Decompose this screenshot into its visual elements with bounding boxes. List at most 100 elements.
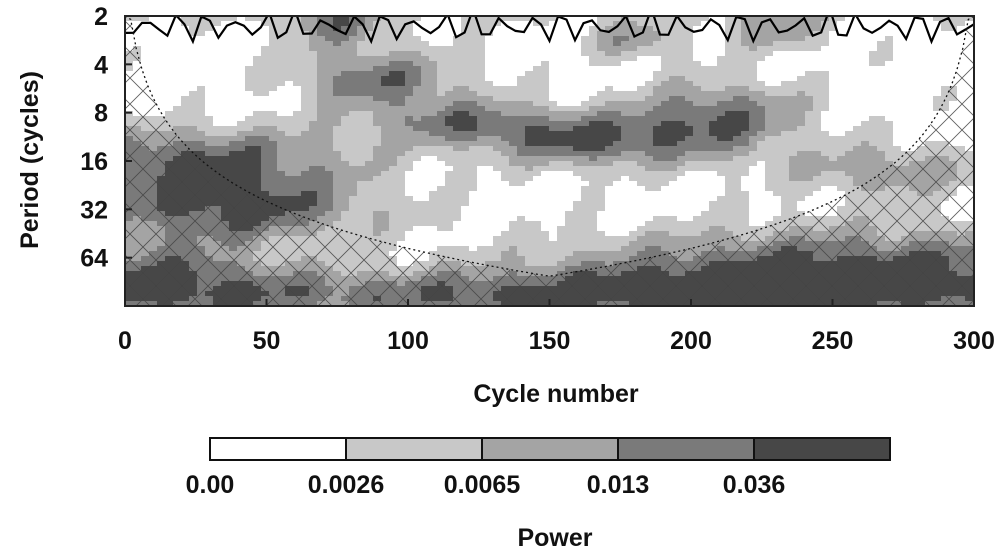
heatmap-cell — [413, 81, 422, 87]
heatmap-cell — [645, 26, 654, 32]
heatmap-cell — [909, 26, 918, 32]
heatmap-cell — [173, 16, 182, 22]
heatmap-cell — [797, 106, 806, 112]
heatmap-cell — [733, 156, 742, 162]
heatmap-cell — [317, 126, 326, 132]
heatmap-cell — [213, 81, 222, 87]
heatmap-cell — [869, 96, 878, 102]
heatmap-cell — [213, 106, 222, 112]
heatmap-cell — [597, 46, 606, 52]
heatmap-cell — [181, 121, 190, 127]
heatmap-cell — [509, 76, 518, 82]
heatmap-cell — [293, 211, 302, 217]
heatmap-cell — [405, 136, 414, 142]
heatmap-cell — [405, 91, 414, 97]
heatmap-cell — [509, 71, 518, 77]
heatmap-cell — [629, 66, 638, 72]
heatmap-cell — [317, 71, 326, 77]
heatmap-cell — [381, 226, 390, 232]
heatmap-cell — [253, 16, 262, 22]
heatmap-cell — [701, 36, 710, 42]
heatmap-cell — [573, 46, 582, 52]
heatmap-cell — [429, 241, 438, 247]
heatmap-cell — [477, 61, 486, 67]
heatmap-cell — [941, 66, 950, 72]
heatmap-cell — [437, 81, 446, 87]
heatmap-cell — [829, 131, 838, 137]
heatmap-cell — [453, 141, 462, 147]
heatmap-cell — [957, 21, 966, 27]
heatmap-cell — [773, 131, 782, 137]
heatmap-cell — [373, 26, 382, 32]
heatmap-cell — [509, 101, 518, 107]
heatmap-cell — [701, 131, 710, 137]
heatmap-cell — [421, 166, 430, 172]
heatmap-cell — [813, 61, 822, 67]
heatmap-cell — [725, 176, 734, 182]
heatmap-cell — [621, 206, 630, 212]
heatmap-cell — [589, 211, 598, 217]
heatmap-cell — [557, 61, 566, 67]
heatmap-cell — [373, 101, 382, 107]
heatmap-cell — [885, 151, 894, 157]
heatmap-cell — [309, 151, 318, 157]
heatmap-cell — [749, 156, 758, 162]
heatmap-cell — [693, 106, 702, 112]
heatmap-cell — [565, 216, 574, 222]
heatmap-cell — [541, 226, 550, 232]
heatmap-cell — [741, 31, 750, 37]
heatmap-cell — [565, 106, 574, 112]
heatmap-cell — [669, 96, 678, 102]
heatmap-cell — [605, 21, 614, 27]
heatmap-cell — [853, 76, 862, 82]
heatmap-cell — [173, 31, 182, 37]
heatmap-cell — [701, 106, 710, 112]
heatmap-cell — [717, 71, 726, 77]
heatmap-cell — [589, 136, 598, 142]
heatmap-cell — [933, 21, 942, 27]
heatmap-cell — [453, 116, 462, 122]
heatmap-cell — [797, 151, 806, 157]
heatmap-cell — [397, 106, 406, 112]
heatmap-cell — [629, 166, 638, 172]
heatmap-cell — [773, 66, 782, 72]
heatmap-cell — [213, 146, 222, 152]
heatmap-cell — [605, 26, 614, 32]
heatmap-cell — [429, 51, 438, 57]
heatmap-cell — [813, 26, 822, 32]
heatmap-cell — [637, 56, 646, 62]
heatmap-cell — [517, 16, 526, 22]
heatmap-cell — [301, 141, 310, 147]
heatmap-cell — [229, 141, 238, 147]
heatmap-cell — [757, 91, 766, 97]
heatmap-cell — [677, 181, 686, 187]
heatmap-cell — [813, 66, 822, 72]
heatmap-cell — [893, 111, 902, 117]
heatmap-cell — [709, 41, 718, 47]
heatmap-cell — [949, 46, 958, 52]
heatmap-cell — [461, 141, 470, 147]
heatmap-cell — [613, 176, 622, 182]
heatmap-cell — [477, 161, 486, 167]
heatmap-cell — [485, 116, 494, 122]
heatmap-cell — [485, 191, 494, 197]
heatmap-cell — [541, 216, 550, 222]
heatmap-cell — [485, 196, 494, 202]
heatmap-cell — [181, 116, 190, 122]
heatmap-cell — [773, 146, 782, 152]
heatmap-cell — [669, 246, 678, 252]
heatmap-cell — [821, 116, 830, 122]
heatmap-cell — [781, 61, 790, 67]
heatmap-cell — [349, 156, 358, 162]
heatmap-cell — [269, 151, 278, 157]
heatmap-cell — [701, 51, 710, 57]
heatmap-cell — [205, 26, 214, 32]
heatmap-cell — [453, 226, 462, 232]
heatmap-cell — [709, 221, 718, 227]
heatmap-cell — [501, 246, 510, 252]
heatmap-cell — [485, 41, 494, 47]
heatmap-cell — [669, 76, 678, 82]
heatmap-cell — [341, 116, 350, 122]
heatmap-cell — [645, 41, 654, 47]
heatmap-cell — [829, 96, 838, 102]
